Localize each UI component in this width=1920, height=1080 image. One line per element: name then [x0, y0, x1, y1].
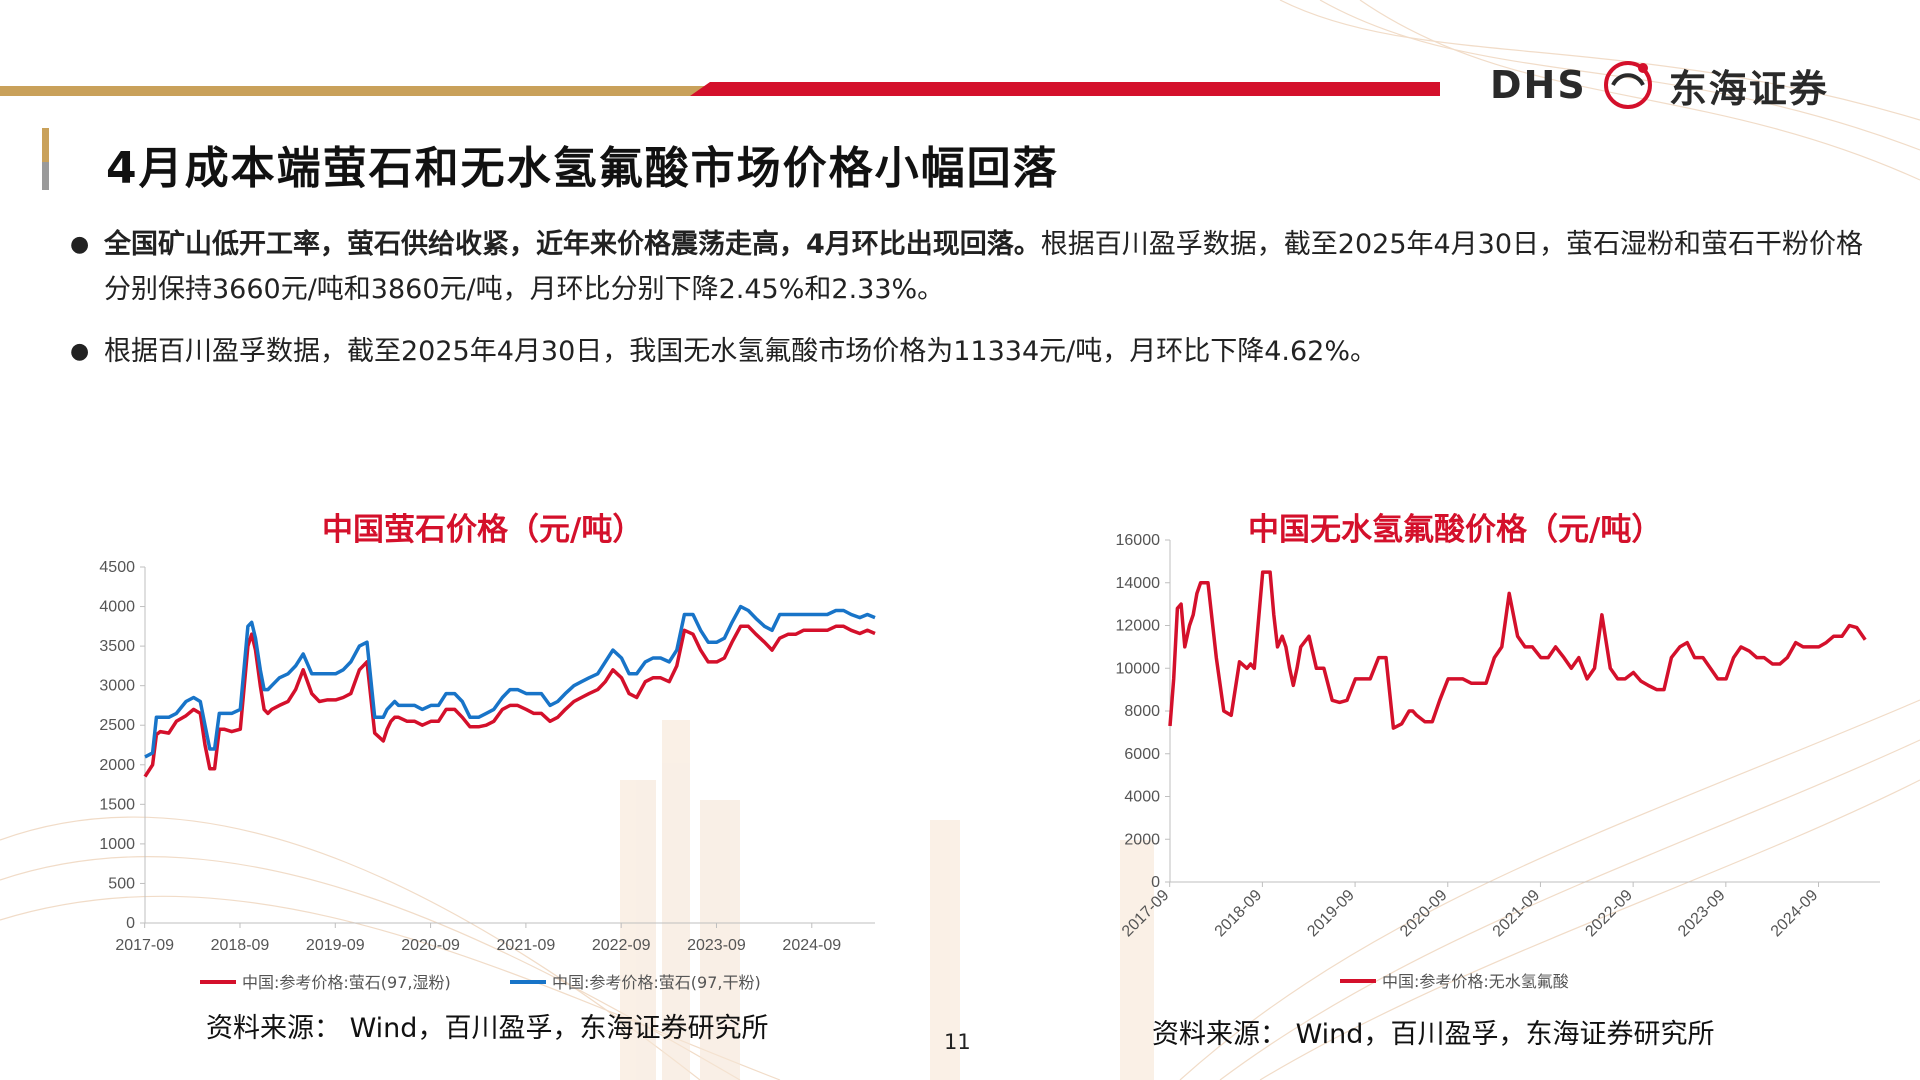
series-line-0 [143, 624, 876, 778]
y-tick-label: 1500 [99, 796, 135, 813]
bullet-text: 根据百川盈孚数据，截至2025年4月30日，我国无水氢氟酸市场价格为11334元… [104, 336, 1378, 367]
logo-latin: DHS [1490, 63, 1587, 107]
bullet-list: ● 全国矿山低开工率，萤石供给收紧，近年来价格震荡走高，4月环比出现回落。根据百… [68, 222, 1868, 391]
x-tick-label: 2018-09 [211, 937, 270, 954]
y-tick-label: 16000 [1116, 532, 1161, 549]
y-tick-label: 12000 [1116, 618, 1161, 635]
header-bar [0, 82, 1440, 96]
x-tick-label: 2024-09 [782, 937, 841, 954]
bullet-item: ● 根据百川盈孚数据，截至2025年4月30日，我国无水氢氟酸市场价格为1133… [68, 329, 1868, 374]
y-tick-label: 10000 [1116, 660, 1161, 677]
legend-label: 中国:参考价格:萤石(97,湿粉) [242, 973, 451, 992]
bullet-dot-icon: ● [70, 232, 90, 257]
hf-chart-source: 资料来源： Wind，百川盈孚，东海证券研究所 [1152, 1019, 1715, 1050]
y-tick-label: 500 [108, 875, 135, 892]
y-tick-label: 2000 [1124, 831, 1160, 848]
x-tick-label: 2021-09 [497, 937, 556, 954]
y-tick-label: 1000 [99, 836, 135, 853]
x-tick-label: 2020-09 [1397, 887, 1451, 941]
page-title: 4月成本端萤石和无水氢氟酸市场价格小幅回落 [106, 143, 1059, 194]
y-tick-label: 4000 [99, 599, 135, 616]
x-tick-label: 2021-09 [1490, 887, 1544, 941]
series-line-1 [144, 604, 876, 759]
x-tick-label: 2023-09 [687, 937, 746, 954]
series-line-0 [1168, 570, 1867, 730]
x-tick-label: 2019-09 [306, 937, 365, 954]
y-tick-label: 4000 [1124, 789, 1160, 806]
x-tick-label: 2019-09 [1304, 887, 1358, 941]
y-tick-label: 4500 [99, 559, 135, 576]
fluorite-chart-source: 资料来源： Wind，百川盈孚，东海证券研究所 [206, 1013, 769, 1044]
y-tick-label: 8000 [1124, 703, 1160, 720]
page-number: 11 [944, 1030, 971, 1054]
y-tick-label: 0 [1151, 874, 1160, 891]
y-tick-label: 3000 [99, 678, 135, 695]
fluorite-price-chart: 0 500 1000 1500 2000 2500 3000 3500 4000 4500 2017… [99, 559, 876, 992]
hf-chart-title: 中国无水氢氟酸价格（元/吨） [1248, 512, 1663, 548]
logo-chinese-name: 东海证券 [1668, 66, 1829, 111]
legend-label: 中国:参考价格:萤石(97,干粉) [552, 973, 761, 992]
bullet-dot-icon: ● [70, 339, 90, 364]
x-tick-label: 2022-09 [1582, 887, 1636, 941]
x-tick-label: 2024-09 [1768, 887, 1822, 941]
title-accent-bar [42, 128, 49, 190]
y-tick-label: 3500 [99, 638, 135, 655]
y-tick-label: 2000 [99, 757, 135, 774]
hf-price-chart: 0 2000 4000 6000 8000 10000 12000 14000 16000 201… [1116, 532, 1880, 991]
fluorite-chart-title: 中国萤石价格（元/吨） [322, 512, 644, 548]
y-tick-label: 14000 [1116, 575, 1161, 592]
x-tick-label: 2020-09 [401, 937, 460, 954]
company-logo: DHS 东海证券 [1490, 50, 1829, 120]
y-tick-label: 0 [126, 915, 135, 932]
x-tick-label: 2022-09 [592, 937, 651, 954]
dragon-emblem-icon [1603, 61, 1652, 109]
x-tick-label: 2023-09 [1675, 887, 1729, 941]
bullet-text: 根据百川盈孚数据，截至2025年4月30日，萤石湿粉和萤石干粉价格分别保持366… [104, 229, 1864, 305]
y-tick-label: 6000 [1124, 746, 1160, 763]
x-tick-label: 2017-09 [1119, 887, 1173, 941]
bullet-item: ● 全国矿山低开工率，萤石供给收紧，近年来价格震荡走高，4月环比出现回落。根据百… [68, 222, 1868, 312]
x-tick-label: 2018-09 [1212, 887, 1266, 941]
x-tick-label: 2017-09 [115, 937, 174, 954]
legend-label: 中国:参考价格:无水氢氟酸 [1382, 972, 1569, 991]
bullet-bold-text: 全国矿山低开工率，萤石供给收紧，近年来价格震荡走高，4月环比出现回落。 [104, 229, 1041, 260]
y-tick-label: 2500 [99, 717, 135, 734]
